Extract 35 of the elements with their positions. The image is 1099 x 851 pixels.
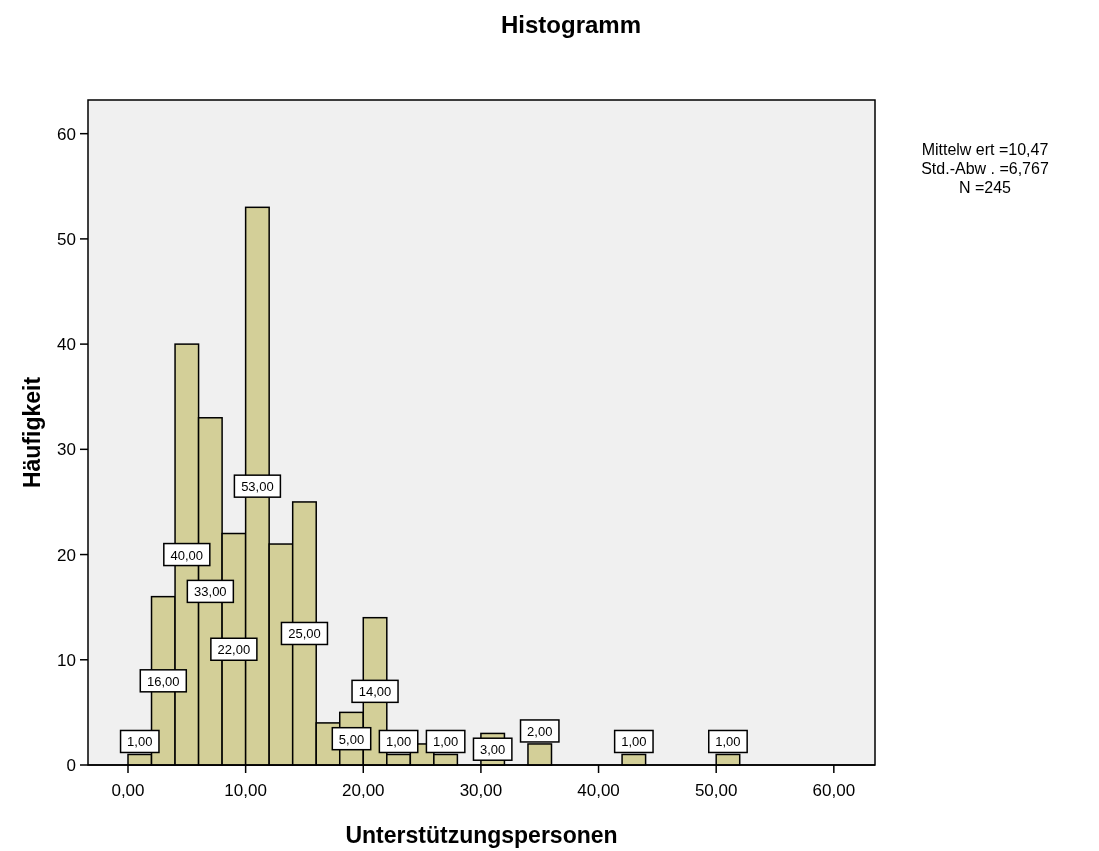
x-tick-label: 40,00 (577, 781, 620, 800)
y-tick-label: 0 (66, 756, 76, 775)
data-label: 1,00 (127, 734, 153, 750)
y-axis-title: Häufigkeit (19, 376, 45, 489)
data-label: 53,00 (241, 479, 274, 495)
y-tick-label: 60 (57, 124, 76, 144)
data-label: 14,00 (358, 684, 392, 700)
data-label: 1,00 (385, 734, 412, 750)
y-tick-label: 30 (57, 440, 76, 460)
data-label: 1,00 (715, 734, 741, 750)
x-tick-label: 30,00 (459, 781, 503, 800)
y-tick-label: 10 (57, 650, 76, 670)
data-label: 2,00 (527, 723, 553, 739)
x-tick-label: 10,00 (224, 781, 267, 800)
text: Mittelw ert =10,47 (921, 141, 1049, 158)
x-tick-label: 50,00 (694, 781, 738, 800)
data-label: 1,00 (621, 734, 647, 750)
y-tick-label: 50 (57, 229, 76, 249)
data-label: 22,00 (217, 642, 251, 658)
data-label: 33,00 (194, 584, 227, 600)
x-tick-label: 20,00 (342, 781, 385, 800)
data-label: 5,00 (338, 731, 365, 747)
x-tick-label: 60,00 (812, 781, 856, 800)
data-label: 3,00 (480, 742, 506, 758)
chart-title: Histogramm (500, 11, 642, 38)
data-label: 40,00 (170, 547, 204, 563)
y-tick-label: 20 (57, 545, 76, 565)
y-tick-label: 40 (57, 335, 76, 355)
data-label: 16,00 (147, 673, 180, 689)
data-label: 1,00 (432, 734, 459, 750)
text: N =245 (958, 179, 1012, 196)
x-tick-label: 0,00 (111, 781, 145, 800)
data-label: 25,00 (288, 626, 321, 642)
x-axis-title: Unterstützungspersonen (345, 822, 618, 848)
text: Std.-Abw . =6,767 (921, 160, 1049, 177)
